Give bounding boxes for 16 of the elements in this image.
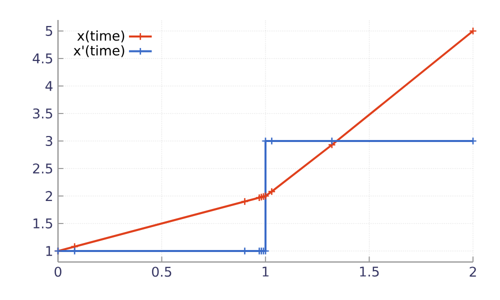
y-tick-label: 4.5 (32, 54, 52, 64)
y-tick-label: 5 (46, 26, 52, 36)
x-tick-label: 0.5 (152, 266, 172, 277)
x-tick-label: 1.5 (360, 266, 379, 277)
legend-label: x'(time) (74, 45, 124, 58)
y-tick-label: 4 (45, 81, 53, 91)
x-tick-label: 2 (470, 266, 476, 277)
x-tick-label: 1 (262, 266, 269, 276)
y-tick-label: 2 (46, 191, 52, 201)
y-tick-label: 3 (46, 136, 52, 146)
y-tick-label: 3.5 (33, 108, 52, 119)
y-tick-label: 1 (46, 246, 52, 256)
y-tick-label: 1.5 (34, 218, 52, 228)
x-tick-label: 0 (54, 266, 62, 277)
legend-label: x(time) (77, 30, 124, 42)
y-tick-label: 2.5 (33, 163, 52, 174)
